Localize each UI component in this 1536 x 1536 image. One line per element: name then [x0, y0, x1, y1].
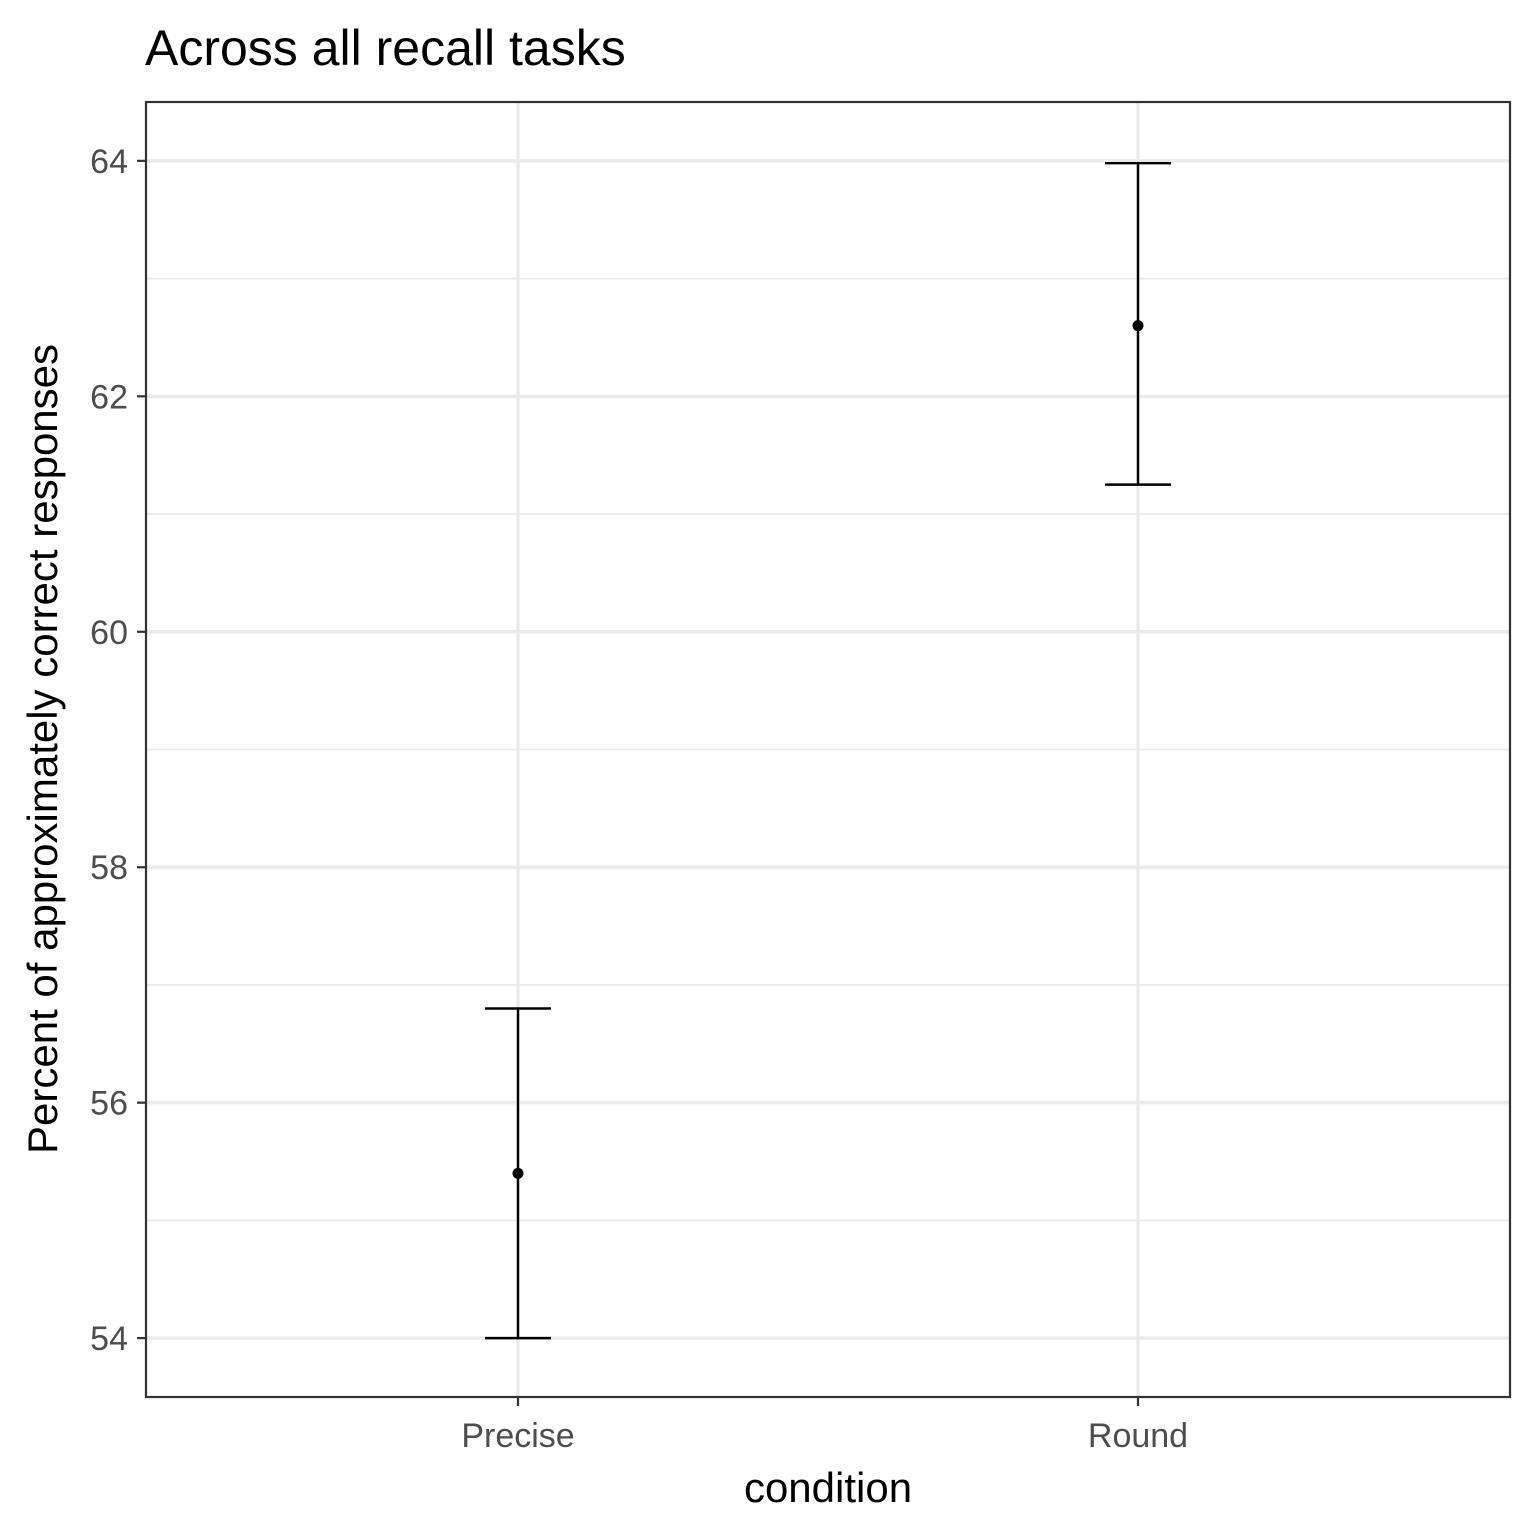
mean-point-round — [1132, 320, 1144, 332]
y-tick-label: 58 — [90, 849, 128, 887]
y-tick-label: 64 — [90, 143, 128, 181]
grid — [146, 102, 1510, 1397]
errorbar-precise — [485, 1007, 551, 1340]
y-tick-label: 54 — [90, 1320, 128, 1358]
x-tick-label: Precise — [461, 1417, 574, 1455]
y-tick-label: 60 — [90, 614, 128, 652]
y-axis-title: Percent of approximately correct respons… — [19, 344, 66, 1154]
mean-point-precise — [512, 1167, 524, 1179]
y-tick-label: 62 — [90, 378, 128, 416]
axes: 54 56 58 60 62 64 Precise Round — [90, 143, 1188, 1455]
x-tick-label: Round — [1088, 1417, 1188, 1455]
plot-marks — [485, 162, 1171, 1340]
panel-border — [144, 100, 1512, 1399]
chart-title: Across all recall tasks — [145, 20, 626, 76]
y-tick-label: 56 — [90, 1085, 128, 1123]
x-axis-title: condition — [744, 1464, 912, 1511]
errorbar-round — [1105, 162, 1171, 486]
